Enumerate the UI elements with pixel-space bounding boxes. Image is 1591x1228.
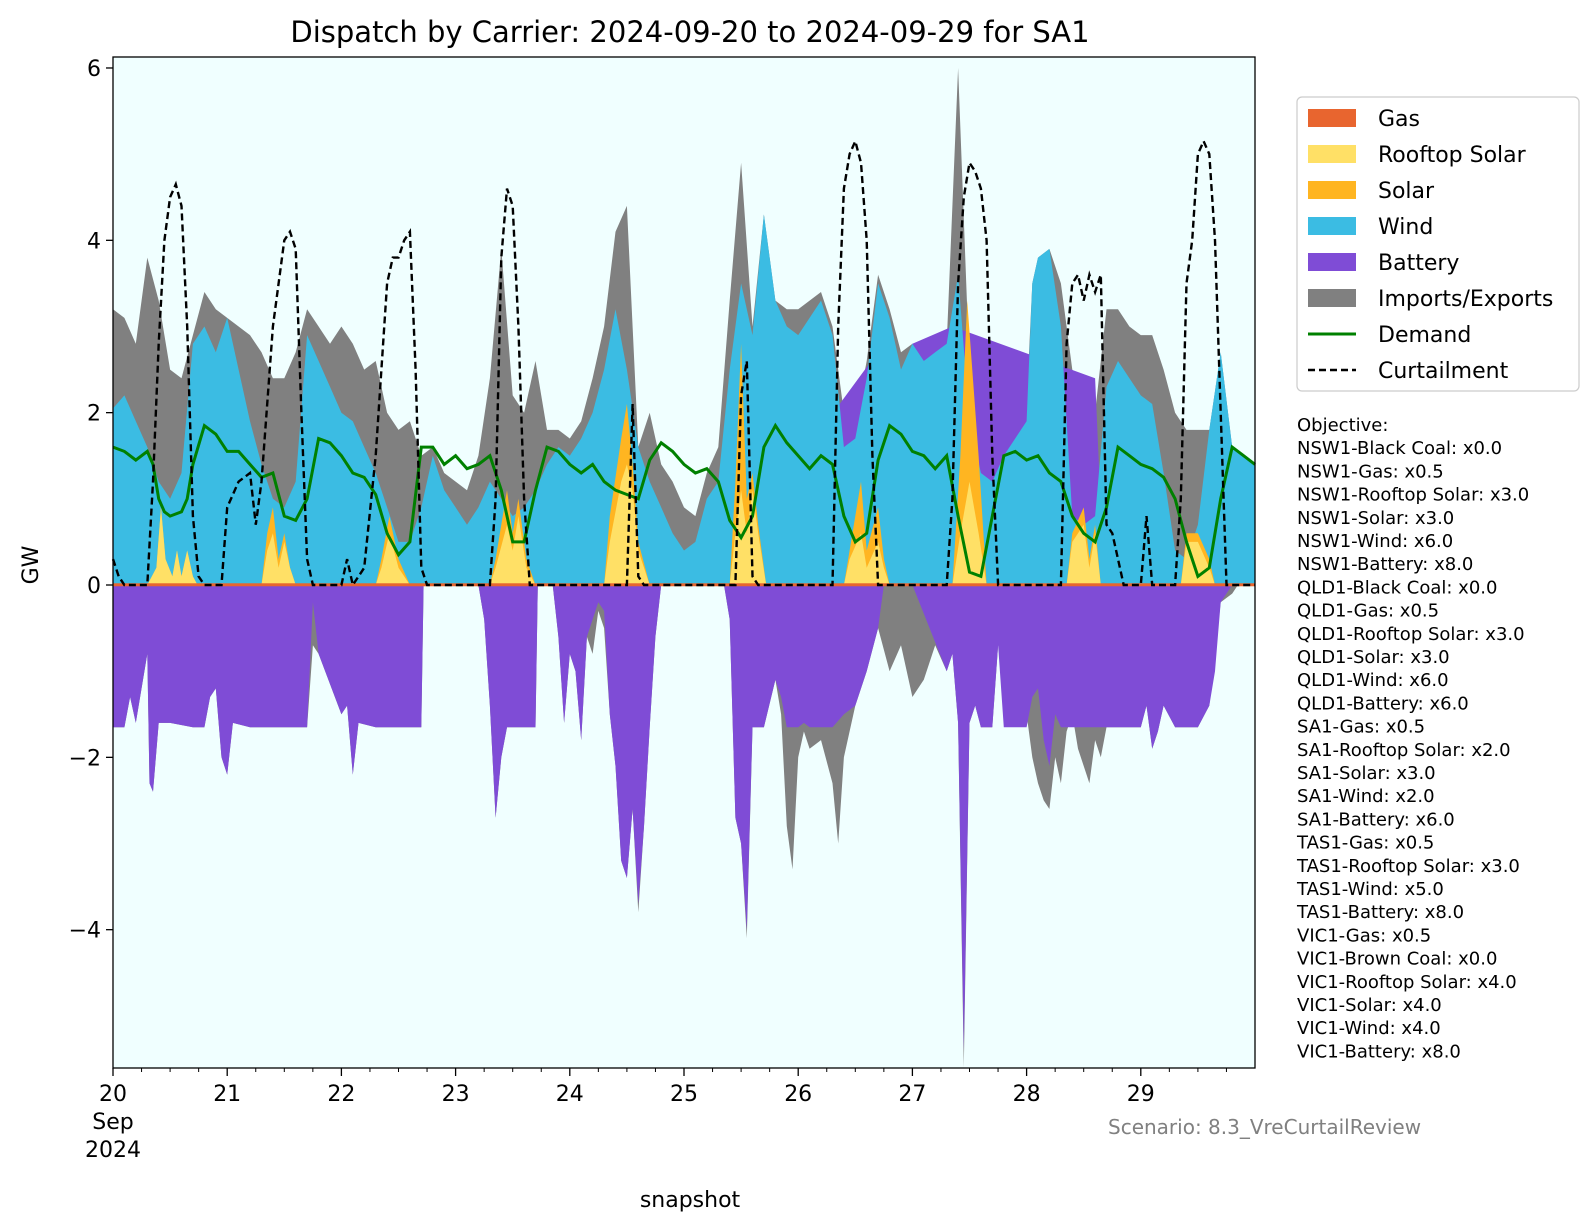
x-tick-label: 26 [784,1082,812,1107]
objective-line: SA1-Rooftop Solar: x2.0 [1297,740,1511,761]
y-tick-label: −4 [69,919,101,944]
plot-lines [111,137,1256,589]
objective-line: NSW1-Black Coal: x0.0 [1297,438,1502,459]
x-tick-label: 23 [442,1082,470,1107]
rooftop-solar-area [113,464,1255,585]
objective-line: VIC1-Battery: x8.0 [1297,1041,1461,1062]
x-tick-label: 25 [670,1082,698,1107]
legend: Gas Rooftop Solar Solar Wind Battery Imports/… [1296,96,1580,392]
y-tick-label: 0 [87,574,101,599]
legend-swatch-imports-exports [1308,289,1356,307]
legend-frame [1296,96,1580,392]
y-tick-label: 6 [87,57,101,82]
objective-line: SA1-Wind: x2.0 [1297,786,1435,807]
x-axis: 20 21 22 23 24 25 26 27 28 29 Sep 2024 [85,1068,1227,1163]
objective-line: QLD1-Gas: x0.5 [1297,601,1439,622]
chart-title: Dispatch by Carrier: 2024-09-20 to 2024-… [290,15,1089,49]
x-tick-label: 27 [898,1082,926,1107]
legend-swatch-solar [1308,181,1356,199]
battery-charge-area [113,585,1233,1051]
objective-line: SA1-Gas: x0.5 [1297,717,1425,738]
gas-area [113,583,1255,587]
legend-label-curtailment: Curtailment [1378,359,1509,384]
objective-line: NSW1-Solar: x3.0 [1297,508,1454,529]
legend-label-solar: Solar [1378,179,1435,204]
y-tick-label: 4 [87,229,101,254]
objective-line: QLD1-Battery: x6.0 [1297,693,1469,714]
legend-label-demand: Demand [1378,323,1471,348]
objective-line: QLD1-Rooftop Solar: x3.0 [1297,624,1525,645]
plot-areas [113,68,1255,1068]
objective-line: NSW1-Rooftop Solar: x3.0 [1297,485,1529,506]
x-axis-label: snapshot [640,1188,741,1213]
x-tick-label: 28 [1013,1082,1041,1107]
objective-line: VIC1-Brown Coal: x0.0 [1297,949,1497,970]
legend-swatch-battery [1308,253,1356,271]
objective-line: NSW1-Wind: x6.0 [1297,531,1453,552]
x-tick-sublabel: 2024 [85,1138,141,1163]
x-tick-label: 21 [213,1082,241,1107]
objective-line: VIC1-Gas: x0.5 [1297,925,1431,946]
legend-label-battery: Battery [1378,251,1459,276]
x-tick-label: 24 [556,1082,584,1107]
legend-label-imports-exports: Imports/Exports [1378,287,1553,312]
objective-line: TAS1-Wind: x5.0 [1296,879,1444,900]
objective-line: QLD1-Wind: x6.0 [1297,670,1449,691]
y-axis-label: GW [19,545,44,584]
x-tick-label: 20 [99,1082,127,1107]
objective-line: TAS1-Rooftop Solar: x3.0 [1296,856,1520,877]
x-tick-sublabel: Sep [92,1110,133,1135]
legend-label-rooftop-solar: Rooftop Solar [1378,143,1527,168]
objective-line: VIC1-Wind: x4.0 [1297,1018,1441,1039]
objective-line: VIC1-Rooftop Solar: x4.0 [1297,972,1517,993]
objective-line: SA1-Solar: x3.0 [1297,763,1436,784]
legend-label-wind: Wind [1378,215,1433,240]
objective-line: QLD1-Solar: x3.0 [1297,647,1450,668]
scenario-label: Scenario: 8.3_VreCurtailReview [1108,1115,1421,1139]
legend-swatch-gas [1308,109,1356,127]
legend-label-gas: Gas [1378,107,1420,132]
objective-line: VIC1-Solar: x4.0 [1297,995,1442,1016]
legend-swatch-wind [1308,217,1356,235]
objective-line: SA1-Battery: x6.0 [1297,809,1455,830]
objective-line: NSW1-Battery: x8.0 [1297,554,1473,575]
objective-line: QLD1-Black Coal: x0.0 [1297,577,1497,598]
x-tick-label: 29 [1127,1082,1155,1107]
y-tick-label: 2 [87,402,101,427]
objective-header: Objective: [1297,415,1388,436]
objective-line: TAS1-Gas: x0.5 [1296,833,1434,854]
objective-line: TAS1-Battery: x8.0 [1296,902,1464,923]
curtailment-line [111,137,1255,589]
y-axis: −4 −2 0 2 4 6 [69,57,113,944]
objective-line: NSW1-Gas: x0.5 [1297,461,1444,482]
x-tick-label: 22 [327,1082,355,1107]
demand-line [112,422,1256,579]
y-tick-label: −2 [69,746,101,771]
legend-swatch-rooftop-solar [1308,145,1356,163]
objective-panel: Objective:NSW1-Black Coal: x0.0NSW1-Gas:… [1296,415,1529,1062]
